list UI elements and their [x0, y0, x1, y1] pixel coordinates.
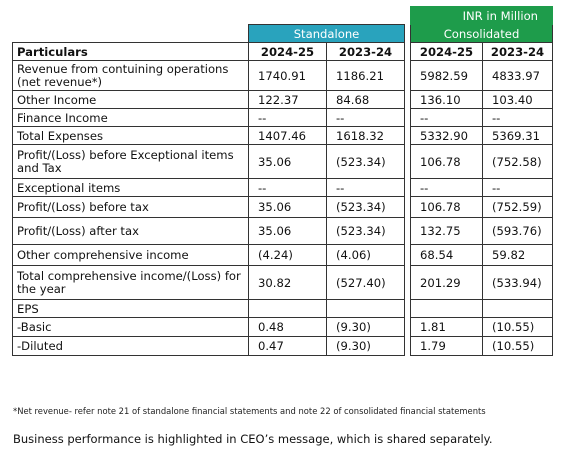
cell-value: 4833.97 — [481, 60, 554, 91]
group-header-row: Standalone Consolidated — [12, 24, 554, 43]
cell-value: (10.55) — [481, 336, 554, 356]
row-label: Other Income — [12, 90, 249, 109]
row-label: Other comprehensive income — [12, 244, 249, 266]
row-label: Total Expenses — [12, 126, 249, 145]
table-row: Profit/(Loss) before Exceptional items a… — [12, 144, 554, 179]
cell-value: 59.82 — [481, 244, 554, 266]
cell-value: -- — [248, 108, 327, 127]
cell-value: 35.06 — [248, 144, 327, 179]
cell-value: (4.24) — [248, 244, 327, 266]
cell-value: 106.78 — [410, 196, 483, 218]
cell-value: -- — [248, 178, 327, 197]
cell-value: -- — [410, 108, 483, 127]
consolidated-header: Consolidated — [409, 24, 554, 43]
table-row: Revenue from contuining operations (net … — [12, 60, 554, 91]
row-label: EPS — [12, 299, 249, 318]
cell-value: 5369.31 — [481, 126, 554, 145]
standalone-header: Standalone — [248, 24, 405, 43]
unit-row: INR in Million — [12, 6, 554, 25]
cell-value: 1186.21 — [326, 60, 405, 91]
cell-value: -- — [410, 178, 483, 197]
table-row: Profit/(Loss) after tax 35.06 (523.34) 132.… — [12, 217, 554, 245]
cell-value: 1740.91 — [248, 60, 327, 91]
cell-value: 30.82 — [248, 265, 327, 300]
unit-label: INR in Million — [409, 6, 554, 25]
cell-value: 35.06 — [248, 196, 327, 218]
table-row: Exceptional items -- -- -- -- — [12, 178, 554, 197]
cell-value: 68.54 — [410, 244, 483, 266]
financial-summary-table: INR in Million Standalone Consolidated P… — [12, 6, 554, 356]
cell-value — [326, 299, 405, 318]
table-row: -Diluted 0.47 (9.30) 1.79 (10.55) — [12, 336, 554, 356]
cell-value: 84.68 — [326, 90, 405, 109]
cell-value: -- — [326, 108, 405, 127]
table-row: Other comprehensive income (4.24) (4.06) 68… — [12, 244, 554, 266]
cell-value — [481, 299, 554, 318]
row-label: Revenue from contuining operations (net … — [12, 60, 249, 91]
table-row: Total Expenses 1407.46 1618.32 5332.90 5369.… — [12, 126, 554, 145]
cell-value: (533.94) — [481, 265, 554, 300]
cell-value: (593.76) — [481, 217, 554, 245]
cell-value: 103.40 — [481, 90, 554, 109]
cell-value: 1.81 — [410, 317, 483, 337]
year-header: 2023-24 — [481, 42, 554, 61]
particulars-header: Particulars — [12, 42, 249, 61]
cell-value: (752.59) — [481, 196, 554, 218]
cell-value: -- — [481, 178, 554, 197]
row-label: -Basic — [12, 317, 249, 337]
row-label: Total comprehensive income/(Loss) for th… — [12, 265, 249, 300]
cell-value: (9.30) — [326, 336, 405, 356]
cell-value: (4.06) — [326, 244, 405, 266]
row-label: Exceptional items — [12, 178, 249, 197]
cell-value: 122.37 — [248, 90, 327, 109]
table-row: Total comprehensive income/(Loss) for th… — [12, 265, 554, 300]
year-header: 2024-25 — [248, 42, 327, 61]
year-header: 2023-24 — [326, 42, 405, 61]
cell-value: 201.29 — [410, 265, 483, 300]
footnote: *Net revenue- refer note 21 of standalon… — [13, 406, 486, 416]
row-label: Profit/(Loss) before Exceptional items a… — [12, 144, 249, 179]
table-row: Finance Income -- -- -- -- — [12, 108, 554, 127]
year-header: 2024-25 — [410, 42, 483, 61]
cell-value: (10.55) — [481, 317, 554, 337]
cell-value: (527.40) — [326, 265, 405, 300]
cell-value — [410, 299, 483, 318]
cell-value: 132.75 — [410, 217, 483, 245]
table-row: Profit/(Loss) before tax 35.06 (523.34) 106… — [12, 196, 554, 218]
cell-value: (9.30) — [326, 317, 405, 337]
cell-value: -- — [326, 178, 405, 197]
table-row: -Basic 0.48 (9.30) 1.81 (10.55) — [12, 317, 554, 337]
row-label: -Diluted — [12, 336, 249, 356]
row-label: Profit/(Loss) before tax — [12, 196, 249, 218]
row-label: Profit/(Loss) after tax — [12, 217, 249, 245]
cell-value: 5332.90 — [410, 126, 483, 145]
column-header-row: Particulars 2024-25 2023-24 2024-25 2023… — [12, 42, 554, 61]
cell-value: (523.34) — [326, 144, 405, 179]
cell-value: 5982.59 — [410, 60, 483, 91]
cell-value: 35.06 — [248, 217, 327, 245]
row-label: Finance Income — [12, 108, 249, 127]
cell-value: 1.79 — [410, 336, 483, 356]
cell-value: (752.58) — [481, 144, 554, 179]
table-row: Other Income 122.37 84.68 136.10 103.40 — [12, 90, 554, 109]
cell-value — [248, 299, 327, 318]
cell-value: (523.34) — [326, 217, 405, 245]
table-row: EPS — [12, 299, 554, 318]
caption: Business performance is highlighted in C… — [13, 432, 493, 446]
cell-value: -- — [481, 108, 554, 127]
cell-value: 1618.32 — [326, 126, 405, 145]
cell-value: (523.34) — [326, 196, 405, 218]
cell-value: 0.47 — [248, 336, 327, 356]
cell-value: 1407.46 — [248, 126, 327, 145]
cell-value: 106.78 — [410, 144, 483, 179]
cell-value: 0.48 — [248, 317, 327, 337]
cell-value: 136.10 — [410, 90, 483, 109]
